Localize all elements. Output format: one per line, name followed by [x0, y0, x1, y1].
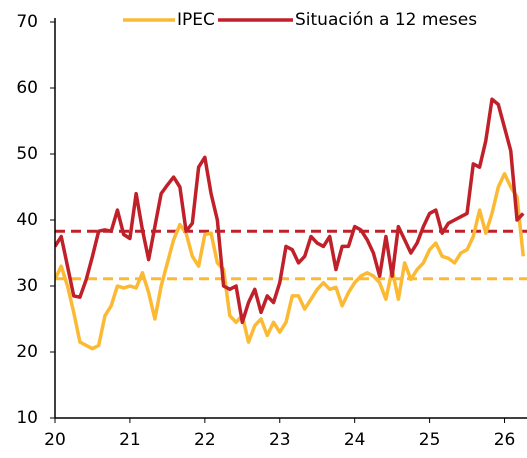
series-line [55, 172, 525, 351]
y-tick-label: 60 [16, 78, 38, 98]
x-tick-label: 24 [344, 430, 366, 450]
y-tick-label: 40 [16, 210, 38, 230]
y-tick-label: 10 [16, 408, 38, 428]
y-tick-label: 30 [16, 276, 38, 296]
y-tick-label: 50 [16, 144, 38, 164]
x-tick-label: 25 [419, 430, 441, 450]
x-tick-label: 26 [494, 430, 516, 450]
legend-label: IPEC [177, 10, 215, 30]
x-tick-label: 23 [269, 430, 291, 450]
x-tick-label: 21 [119, 430, 141, 450]
x-tick-label: 22 [194, 430, 216, 450]
y-tick-label: 70 [16, 12, 38, 32]
legend-label: Situación a 12 meses [295, 10, 477, 30]
y-tick-label: 20 [16, 342, 38, 362]
x-tick-label: 20 [44, 430, 66, 450]
series-line [55, 97, 525, 325]
